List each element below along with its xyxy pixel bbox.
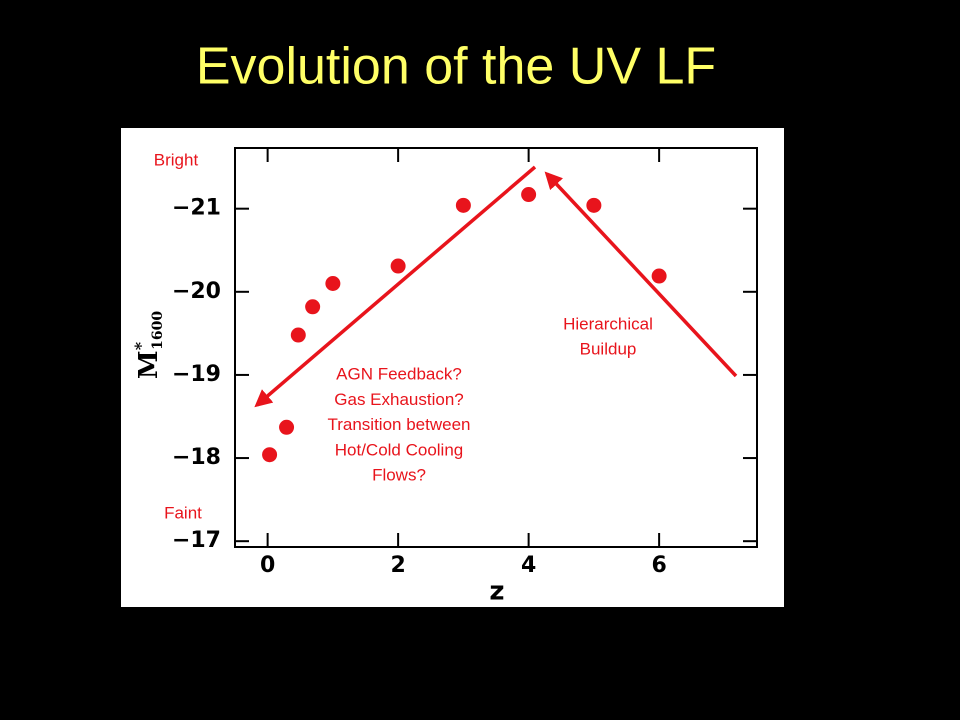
y-label-sub: 1600 — [150, 311, 166, 350]
faint-label: Faint — [164, 503, 202, 522]
chart-panel — [121, 128, 784, 607]
annotation-line: Gas Exhaustion? — [334, 390, 463, 409]
data-point — [279, 419, 295, 435]
y-tick-label: −17 — [172, 528, 221, 553]
x-tick-label: 0 — [260, 553, 275, 578]
data-point — [290, 327, 306, 343]
arrow — [254, 165, 537, 408]
data-point — [521, 187, 537, 203]
annotation-line: Buildup — [580, 339, 637, 358]
x-axis-label: z — [489, 577, 504, 607]
data-point — [390, 258, 406, 274]
y-tick-label: −21 — [172, 196, 221, 221]
data-point — [262, 447, 278, 463]
data-point — [455, 197, 471, 213]
y-label-sup: * — [131, 341, 150, 350]
arrow — [544, 171, 738, 378]
x-tick-label: 6 — [651, 553, 666, 578]
data-point — [305, 299, 321, 315]
x-tick-label: 4 — [521, 553, 536, 578]
data-point — [325, 275, 341, 291]
y-tick-label: −19 — [172, 362, 221, 387]
x-tick-label: 2 — [390, 553, 405, 578]
annotation-line: Hot/Cold Cooling — [335, 440, 464, 459]
annotation-line: AGN Feedback? — [336, 364, 462, 383]
y-tick-label: −20 — [172, 279, 221, 304]
data-point — [586, 197, 602, 213]
annotation-line: Flows? — [372, 466, 426, 485]
y-axis-label: M*1600 — [131, 311, 167, 379]
y-tick-label: −18 — [172, 445, 221, 470]
bright-label: Bright — [154, 150, 199, 169]
y-label-main: M — [134, 350, 164, 379]
annotation-line: Hierarchical — [563, 314, 653, 333]
slide-title: Evolution of the UV LF — [196, 38, 716, 96]
plot-frame — [234, 147, 758, 548]
data-point — [651, 268, 667, 284]
annotation-line: Transition between — [327, 415, 470, 434]
